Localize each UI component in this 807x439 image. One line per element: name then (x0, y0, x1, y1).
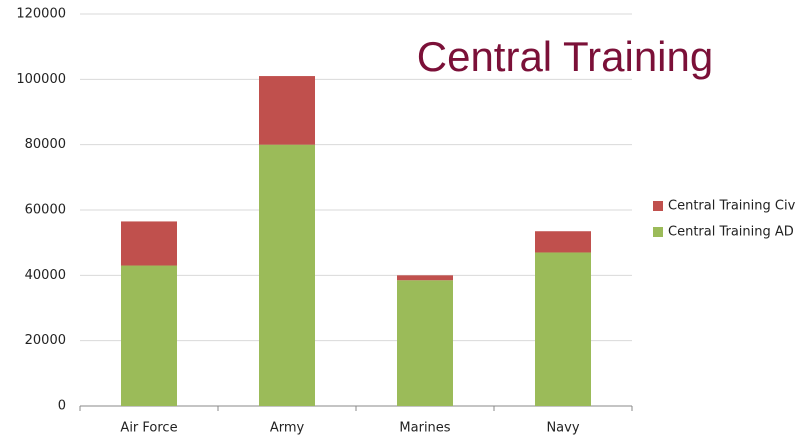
y-tick-label: 0 (58, 399, 66, 414)
y-tick-label: 120000 (16, 7, 66, 22)
bar-segment (121, 265, 177, 406)
y-tick-label: 40000 (25, 268, 66, 283)
x-tick-label: Navy (546, 421, 579, 436)
bar-segment (259, 76, 315, 145)
legend-label: Central Training AD (668, 225, 794, 240)
x-tick-label: Marines (399, 421, 450, 436)
legend-swatch (653, 201, 663, 211)
bar-segment (535, 252, 591, 406)
y-tick-label: 60000 (25, 203, 66, 218)
y-tick-label: 20000 (25, 333, 66, 348)
bar-segment (259, 144, 315, 406)
legend-swatch (653, 227, 663, 237)
x-tick-label: Army (270, 421, 305, 436)
chart-title: Central Training (417, 33, 713, 80)
legend-label: Central Training Civ (668, 199, 796, 214)
bar-segment (535, 231, 591, 253)
bar-segment (397, 280, 453, 406)
bar-segment (397, 275, 453, 281)
bar-segment (121, 221, 177, 266)
x-tick-label: Air Force (120, 421, 177, 436)
y-tick-label: 80000 (25, 137, 66, 152)
y-tick-label: 100000 (16, 72, 66, 87)
